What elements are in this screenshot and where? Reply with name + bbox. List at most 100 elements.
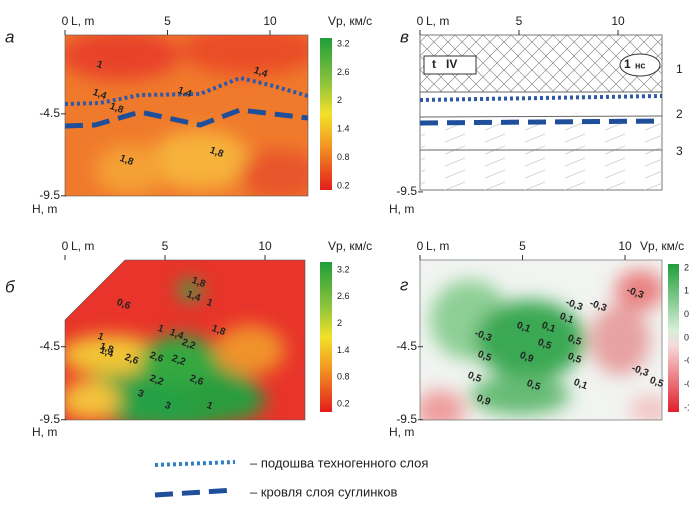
contour-label: 1,4 — [252, 65, 269, 80]
x-tick-label: 5 — [164, 14, 171, 28]
x-tick-label: 0 — [417, 14, 424, 28]
colorbar — [320, 262, 332, 412]
colorbar-tick-label: 2.6 — [337, 67, 350, 77]
x-tick-label: 0 — [62, 14, 69, 28]
contour-label: 0,5 — [525, 378, 542, 393]
contour-label: 1,4 — [185, 289, 202, 304]
colorbar-tick-label: 0.8 — [337, 372, 350, 382]
contour-label: 0,1 — [558, 311, 575, 326]
colorbar-tick-label: 2.1 — [684, 262, 689, 272]
y-axis-label: H, m — [389, 425, 414, 439]
contour-label: 1 — [205, 400, 214, 412]
contour-label: 1,4 — [176, 85, 193, 100]
colorbar-tick-label: 1.4 — [337, 345, 350, 355]
colorbar-tick-label: 2 — [337, 318, 342, 328]
colorbar-tick-label: 0.9 — [684, 309, 689, 319]
contour-label: 0,1 — [572, 377, 589, 392]
panel-letter: б — [5, 277, 16, 296]
x-tick-label: 10 — [611, 14, 625, 28]
layer-label: 1 — [676, 62, 683, 76]
panel-letter: а — [5, 27, 14, 46]
x-tick-label: 10 — [263, 14, 277, 28]
contour-label: 1 — [95, 59, 104, 71]
velocity-field — [65, 260, 305, 420]
contour-label: 1 — [205, 297, 214, 309]
y-tick-label: -9.5 — [396, 412, 417, 426]
colorbar-tick-label: 0.8 — [337, 152, 350, 162]
x-axis-label: L, m — [71, 239, 94, 253]
y-tick-label: -9.5 — [39, 188, 60, 202]
colorbar-tick-label: 1.4 — [337, 124, 350, 134]
age-box-index: IV — [446, 57, 457, 71]
layer-label: 3 — [676, 144, 683, 158]
contour-label: 1,8 — [190, 275, 207, 290]
panel-letter: в — [400, 27, 409, 46]
x-tick-label: 5 — [516, 14, 523, 28]
colorbar-tick-label: -0.3 — [684, 356, 689, 366]
contour-label: 1,8 — [108, 101, 125, 116]
legend-label: – подошва техногенного слоя — [250, 455, 428, 470]
colorbar — [668, 264, 679, 412]
colorbar-tick-label: 3.2 — [337, 38, 350, 48]
colorbar-title: Vp, км/с — [640, 239, 684, 253]
x-axis-label: L, m — [426, 239, 449, 253]
y-axis-label: H, m — [32, 425, 57, 439]
legend-label: – кровля слоя суглинков — [250, 484, 397, 499]
contour-label: 0,5 — [566, 333, 583, 348]
contour-label: 0,1 — [515, 320, 532, 335]
x-tick-label: 10 — [618, 239, 632, 253]
contour-label: 0,1 — [540, 320, 557, 335]
type-box-index: нс — [635, 60, 645, 70]
contour-label: 0,9 — [475, 393, 492, 408]
panel-letter: г — [400, 275, 408, 294]
layer-label: 2 — [676, 107, 683, 121]
colorbar-tick-label: 1.5 — [684, 286, 689, 296]
contour-label: 2,2 — [170, 353, 187, 368]
geology-section — [419, 34, 663, 191]
x-tick-label: 5 — [162, 239, 169, 253]
x-tick-label: 10 — [258, 239, 272, 253]
contour-label: 2,2 — [180, 337, 197, 352]
x-axis-label: L, m — [71, 14, 94, 28]
colorbar — [320, 38, 332, 190]
contour-label: 0,9 — [518, 350, 535, 365]
contour-label: 2,6 — [123, 352, 140, 367]
contour-label: 1,8 — [118, 153, 135, 168]
y-axis-label: H, m — [389, 202, 414, 216]
type-box-main: 1 — [624, 57, 631, 71]
colorbar-tick-label: -0.9 — [684, 379, 689, 389]
colorbar-tick-label: 3.2 — [337, 264, 350, 274]
y-axis-label: H, m — [32, 202, 57, 216]
legend-dotted — [154, 460, 236, 467]
y-tick-label: -9.5 — [39, 412, 60, 426]
x-tick-label: 5 — [519, 239, 526, 253]
colorbar-tick-label: -1.5 — [684, 402, 689, 412]
contour-label: 3 — [163, 400, 172, 412]
contour-label: 1 — [96, 331, 105, 343]
x-tick-label: 0 — [62, 239, 69, 253]
colorbar-title: Vp, км/с — [328, 239, 372, 253]
contour-label: 2,6 — [188, 373, 205, 388]
x-axis-label: L, m — [426, 14, 449, 28]
contour-label: 1,8 — [210, 323, 227, 338]
y-tick-label: -9.5 — [396, 184, 417, 198]
colorbar-tick-label: 0.2 — [337, 180, 350, 190]
colorbar-tick-label: 0.3 — [684, 332, 689, 342]
contour-label: 0,5 — [476, 349, 493, 364]
contour-label: 1,4 — [168, 327, 185, 342]
colorbar-tick-label: 2 — [337, 95, 342, 105]
contour-label: 0,5 — [566, 351, 583, 366]
contour-label: 2,6 — [148, 350, 165, 365]
contour-label: 0,6 — [115, 297, 132, 312]
contour-label: 2,2 — [148, 373, 165, 388]
y-tick-label: -4.5 — [39, 106, 60, 120]
velocity-field — [65, 35, 308, 196]
colorbar-title: Vp, км/с — [328, 14, 372, 28]
y-tick-label: -4.5 — [39, 339, 60, 353]
contour-label: 1,4 — [98, 345, 115, 360]
colorbar-tick-label: 2.6 — [337, 291, 350, 301]
contour-label: 1 — [156, 323, 165, 335]
contour-label: 3 — [136, 388, 145, 400]
x-tick-label: 0 — [417, 239, 424, 253]
